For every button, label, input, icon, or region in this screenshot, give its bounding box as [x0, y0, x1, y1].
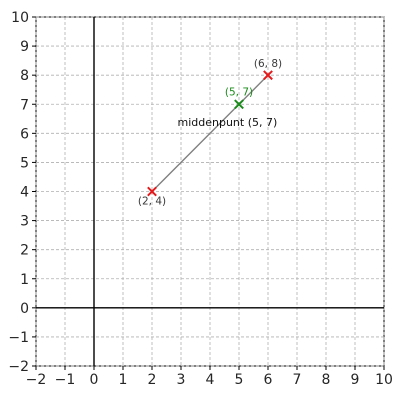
x-tick-label: 1 — [119, 372, 128, 388]
point-label: (5, 7) — [225, 86, 253, 98]
y-tick-label: 8 — [20, 68, 29, 84]
labels: (2, 4) (6, 8) (5, 7) middenpunt (5, 7) — [138, 58, 282, 207]
y-tick-label: 0 — [20, 301, 29, 317]
ticks: −2 −1 0 1 2 3 4 5 6 7 8 9 10 −2 −1 0 1 2 3 4 5 6 7 8 9 10 — [8, 10, 393, 388]
x-tick-label: 8 — [322, 372, 331, 388]
x-tick-label: 4 — [206, 372, 215, 388]
x-tick-label: 3 — [177, 372, 186, 388]
y-tick-label: 3 — [20, 214, 29, 230]
y-tick-label: 7 — [20, 97, 29, 113]
y-tick-label: −1 — [8, 330, 29, 346]
x-tick-label: −1 — [55, 372, 76, 388]
x-tick-label: 10 — [375, 372, 393, 388]
midpoint-annotation: middenpunt (5, 7) — [178, 116, 278, 129]
point-marker — [147, 186, 157, 197]
x-tick-label: 7 — [293, 372, 302, 388]
x-tick-label: 2 — [148, 372, 157, 388]
segment-line — [151, 74, 269, 192]
y-tick-label: 5 — [20, 155, 29, 171]
y-tick-label: 10 — [11, 10, 29, 26]
point-marker-stroke — [147, 186, 157, 197]
x-tick-label: 6 — [264, 372, 273, 388]
y-tick-label: 1 — [20, 272, 29, 288]
y-tick-label: 9 — [20, 39, 29, 55]
x-tick-label: 5 — [235, 372, 244, 388]
axes — [36, 17, 384, 366]
x-tick-label: 9 — [351, 372, 360, 388]
x-tick-label: 0 — [90, 372, 99, 388]
y-tick-label: 4 — [20, 185, 29, 201]
x-tick-label: −2 — [26, 372, 47, 388]
y-tick-label: −2 — [8, 359, 29, 375]
point-label: (2, 4) — [138, 196, 166, 208]
point-label: (6, 8) — [254, 58, 282, 70]
y-tick-label: 2 — [20, 243, 29, 259]
point-marker-stroke — [263, 70, 273, 81]
series — [147, 70, 273, 197]
y-tick-label: 6 — [20, 126, 29, 142]
point-marker-stroke — [234, 99, 244, 110]
point-marker — [234, 99, 244, 110]
point-marker — [263, 70, 273, 81]
